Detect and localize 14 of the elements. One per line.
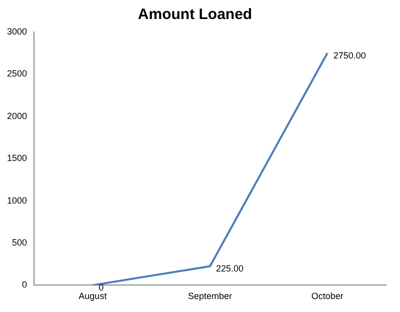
y-tick-label: 1500 <box>6 153 28 164</box>
y-tick-label: 500 <box>12 237 28 248</box>
x-tick-label: August <box>78 291 108 302</box>
x-tick-label: September <box>188 291 232 302</box>
data-label: 0 <box>98 282 104 293</box>
x-tick-label: October <box>311 291 344 302</box>
data-label: 2750.00 <box>333 50 366 61</box>
y-tick-label: 2000 <box>6 110 28 121</box>
data-label: 225.00 <box>216 264 244 274</box>
chart-title: Amount Loaned <box>138 6 252 24</box>
y-tick-label: 1000 <box>6 195 28 206</box>
y-tick-label: 3000 <box>6 26 28 36</box>
y-tick-label: 2500 <box>6 68 28 79</box>
y-tick-label: 0 <box>22 280 28 290</box>
